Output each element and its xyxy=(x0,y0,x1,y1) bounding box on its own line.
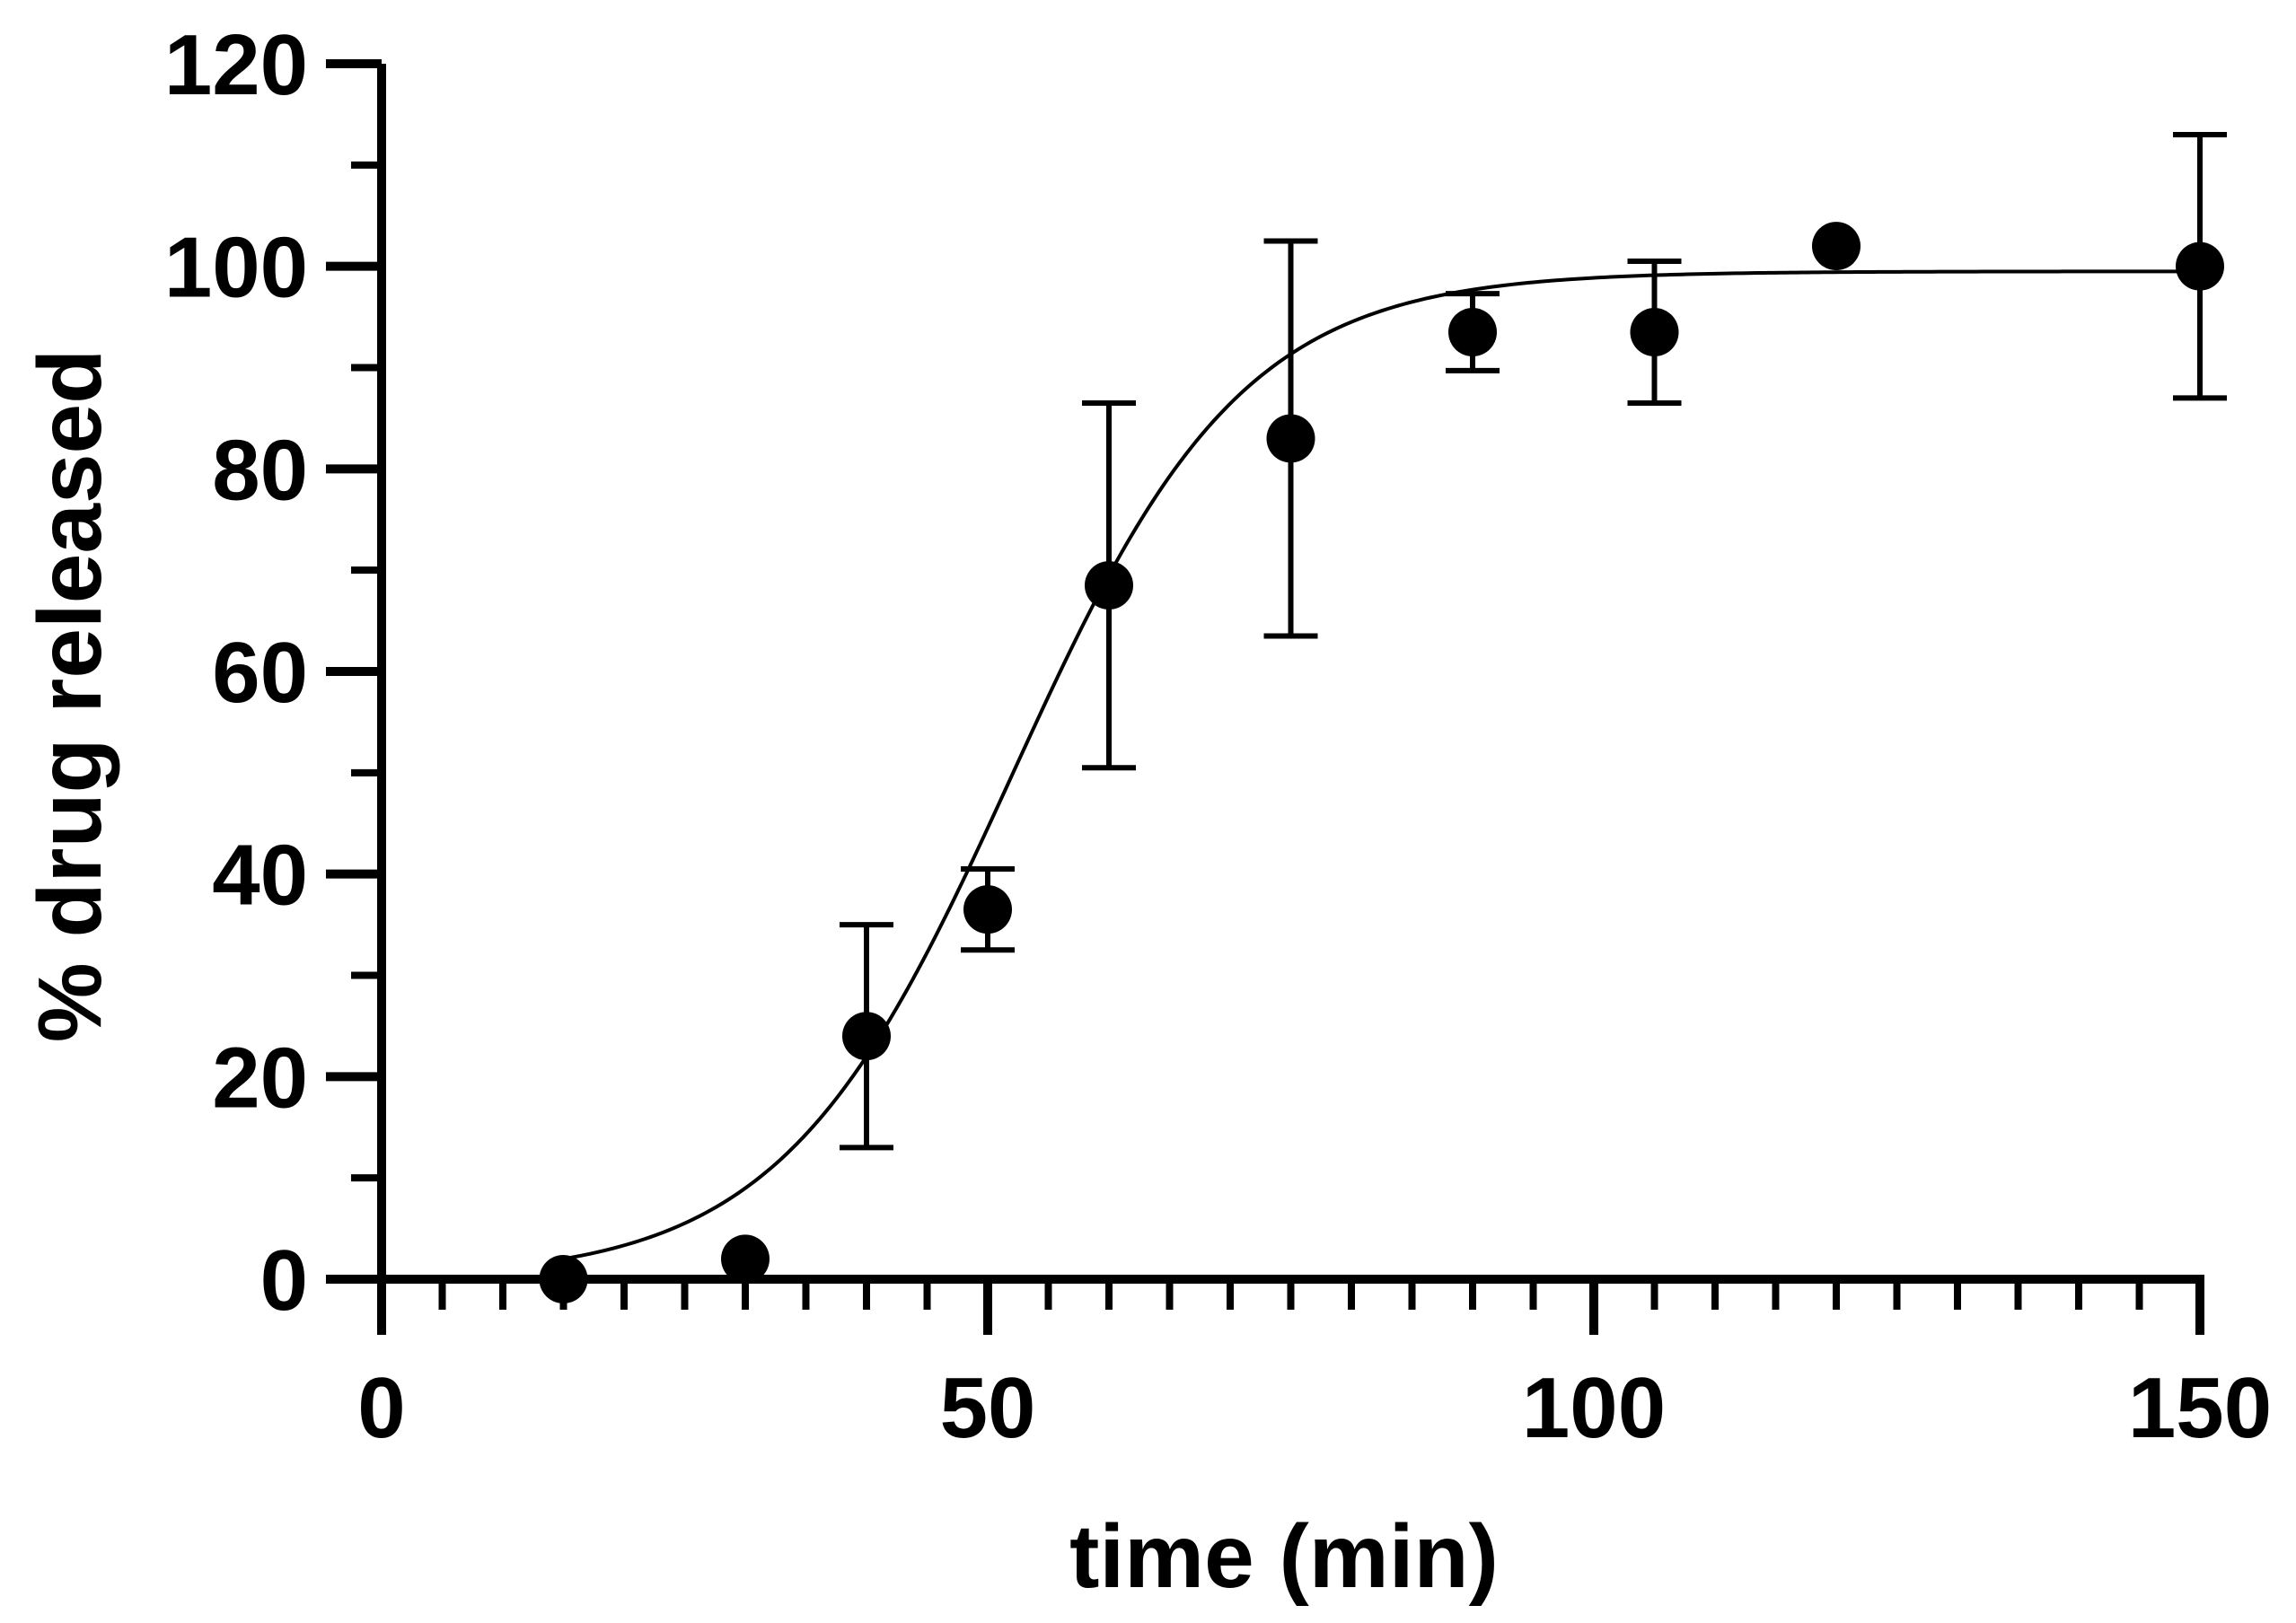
x-tick-label: 100 xyxy=(1522,1360,1666,1456)
data-point xyxy=(842,1012,891,1061)
data-point xyxy=(539,1255,588,1303)
axes: 0 20 40 60 80 100 120 0 50 100 150 xyxy=(164,17,2272,1456)
data-point xyxy=(1812,222,1861,271)
x-tick-label: 150 xyxy=(2128,1360,2272,1456)
data-point xyxy=(1630,308,1679,357)
data-point xyxy=(1266,414,1315,463)
data-point xyxy=(963,885,1012,934)
y-tick-label: 100 xyxy=(164,220,308,316)
y-tick-label: 20 xyxy=(212,1030,308,1126)
data-point xyxy=(1448,308,1497,357)
data-point xyxy=(2176,241,2224,291)
fit-curve xyxy=(563,269,2200,1261)
data-points-layer xyxy=(539,222,2224,1303)
x-tick-label: 0 xyxy=(357,1360,405,1456)
y-tick-label: 0 xyxy=(260,1233,308,1329)
y-tick-label: 80 xyxy=(212,422,308,518)
y-tick-label: 40 xyxy=(212,828,308,924)
error-bars-layer xyxy=(840,131,2227,1151)
x-axis-title: time (min) xyxy=(1069,1506,1499,1607)
y-tick-label: 60 xyxy=(212,625,308,721)
fit-curve-layer xyxy=(563,269,2200,1261)
y-axis-title: % drug released xyxy=(20,349,120,1043)
data-point xyxy=(721,1234,770,1284)
x-tick-label: 50 xyxy=(940,1360,1036,1456)
y-tick-label: 120 xyxy=(164,17,308,113)
data-point xyxy=(1085,561,1133,610)
